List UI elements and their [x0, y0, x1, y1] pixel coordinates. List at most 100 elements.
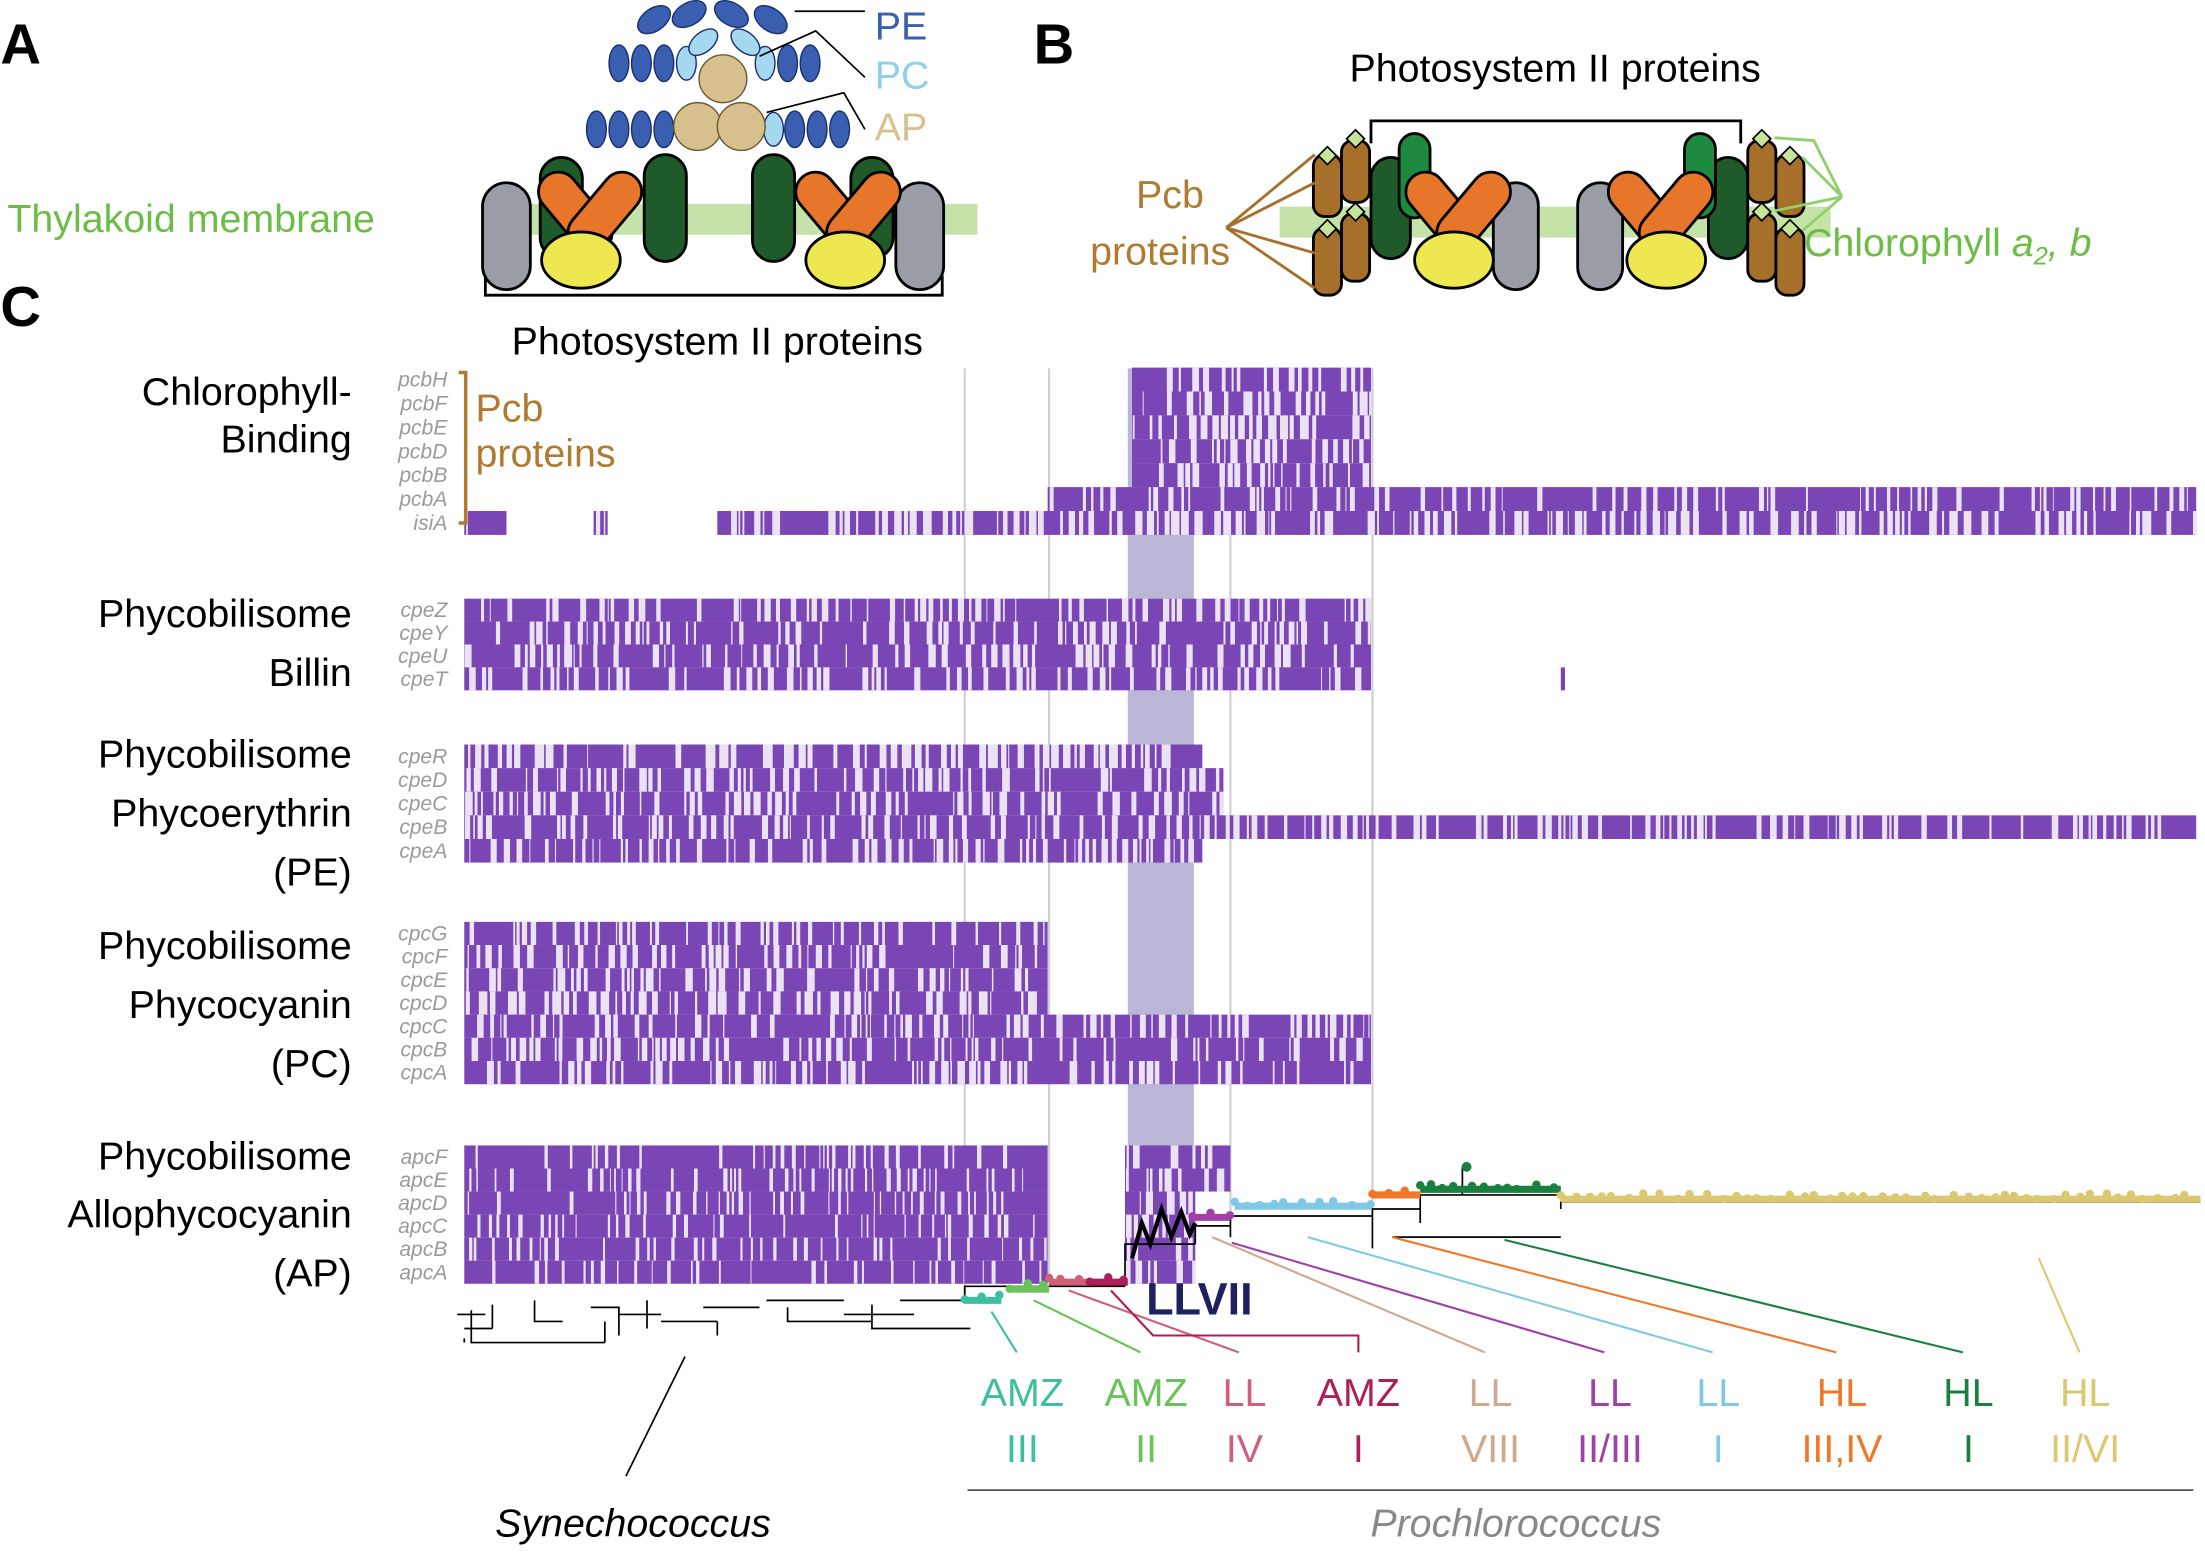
absence — [503, 838, 511, 863]
group-label: Phycocyanin — [129, 983, 352, 1027]
absence — [1910, 487, 1913, 512]
absence — [2072, 815, 2078, 839]
absence — [605, 968, 611, 992]
absence — [1008, 1061, 1012, 1085]
absence — [1073, 1037, 1077, 1062]
absence — [1420, 487, 1426, 512]
absence — [719, 744, 729, 769]
absence — [489, 991, 496, 1015]
absence — [823, 1145, 825, 1169]
absence — [560, 768, 566, 792]
absence — [533, 768, 538, 792]
absence — [740, 1237, 743, 1261]
absence — [749, 838, 755, 863]
absence — [1178, 1168, 1182, 1192]
absence — [890, 744, 898, 769]
absence — [656, 598, 661, 622]
absence — [546, 598, 550, 622]
absence — [767, 667, 774, 691]
absence — [1272, 463, 1275, 488]
absence — [1994, 511, 1999, 535]
absence — [1008, 744, 1010, 769]
absence — [693, 1237, 698, 1261]
absence — [836, 1237, 839, 1261]
absence — [1655, 815, 1661, 839]
absence — [865, 1014, 868, 1038]
text: a — [2012, 221, 2034, 265]
absence — [1100, 487, 1104, 512]
absence — [983, 945, 990, 969]
absence — [914, 744, 922, 769]
absence — [825, 1037, 832, 1062]
ap-label: AP — [875, 106, 928, 150]
absence — [676, 838, 680, 863]
absence — [666, 621, 670, 645]
absence — [1851, 815, 1857, 839]
absence — [2113, 815, 2117, 839]
absence — [1282, 1061, 1285, 1085]
absence — [1021, 991, 1024, 1015]
absence — [1089, 621, 1096, 645]
absence — [791, 921, 794, 946]
absence — [957, 1191, 962, 1215]
pc-label: PC — [875, 54, 930, 98]
absence — [587, 744, 589, 769]
absence — [1139, 838, 1142, 863]
absence — [1333, 644, 1337, 668]
absence — [655, 1037, 660, 1062]
absence — [533, 791, 541, 816]
absence — [1079, 815, 1084, 839]
absence — [734, 1168, 736, 1192]
absence — [1013, 511, 1020, 535]
absence — [834, 1214, 838, 1238]
absence — [828, 1168, 830, 1192]
absence — [693, 621, 696, 645]
tip-dot — [960, 1295, 969, 1304]
tip-dot — [1606, 1192, 1616, 1201]
absence — [1664, 511, 1666, 535]
panel-label: C — [0, 275, 41, 338]
presence — [464, 621, 1372, 645]
absence — [696, 598, 702, 622]
absence — [621, 1061, 624, 1085]
absence — [1028, 511, 1037, 535]
absence — [1078, 838, 1083, 863]
absence — [583, 968, 588, 992]
absence — [950, 1037, 952, 1062]
absence — [1135, 511, 1143, 535]
absence — [489, 968, 496, 992]
absence — [599, 838, 601, 863]
absence — [1132, 838, 1138, 863]
absence — [1244, 667, 1249, 691]
absence — [1042, 838, 1048, 863]
absence — [828, 511, 836, 535]
absence — [635, 1237, 640, 1261]
absence — [496, 1214, 500, 1238]
absence — [1056, 1014, 1063, 1038]
absence — [884, 815, 890, 839]
absence — [895, 991, 900, 1015]
tip-dot — [1467, 1181, 1477, 1191]
absence — [1794, 815, 1796, 839]
gene-label: cpeY — [399, 622, 449, 645]
absence — [1246, 439, 1252, 464]
absence — [1715, 487, 1719, 512]
absence — [828, 945, 832, 969]
group-label: (PE) — [273, 851, 352, 895]
absence — [723, 1014, 725, 1038]
absence — [990, 815, 996, 839]
absence — [1193, 1037, 1196, 1062]
absence — [573, 838, 576, 863]
absence — [1188, 791, 1190, 816]
absence — [1981, 511, 1989, 535]
absence — [1158, 463, 1164, 488]
absence — [1074, 744, 1077, 769]
absence — [1267, 598, 1271, 622]
absence — [1340, 815, 1348, 839]
absence — [884, 667, 887, 691]
absence — [1085, 644, 1093, 668]
absence — [651, 1260, 653, 1284]
absence — [1093, 744, 1099, 769]
absence — [735, 1061, 742, 1085]
absence — [600, 1168, 604, 1192]
